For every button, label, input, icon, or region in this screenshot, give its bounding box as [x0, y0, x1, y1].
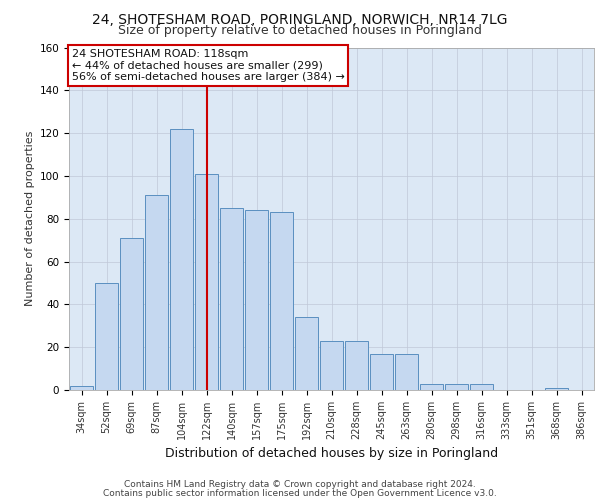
Bar	[70, 386, 94, 390]
Bar	[545, 388, 568, 390]
Text: Size of property relative to detached houses in Poringland: Size of property relative to detached ho…	[118, 24, 482, 37]
Bar	[395, 354, 418, 390]
Bar	[370, 354, 394, 390]
Bar	[119, 238, 143, 390]
X-axis label: Distribution of detached houses by size in Poringland: Distribution of detached houses by size …	[165, 448, 498, 460]
Bar	[145, 195, 169, 390]
Bar	[445, 384, 469, 390]
Bar	[269, 212, 293, 390]
Bar	[95, 283, 118, 390]
Y-axis label: Number of detached properties: Number of detached properties	[25, 131, 35, 306]
Text: 24 SHOTESHAM ROAD: 118sqm
← 44% of detached houses are smaller (299)
56% of semi: 24 SHOTESHAM ROAD: 118sqm ← 44% of detac…	[71, 49, 344, 82]
Text: Contains public sector information licensed under the Open Government Licence v3: Contains public sector information licen…	[103, 488, 497, 498]
Text: 24, SHOTESHAM ROAD, PORINGLAND, NORWICH, NR14 7LG: 24, SHOTESHAM ROAD, PORINGLAND, NORWICH,…	[92, 12, 508, 26]
Bar	[320, 341, 343, 390]
Bar	[344, 341, 368, 390]
Bar	[170, 129, 193, 390]
Bar	[295, 317, 319, 390]
Bar	[419, 384, 443, 390]
Text: Contains HM Land Registry data © Crown copyright and database right 2024.: Contains HM Land Registry data © Crown c…	[124, 480, 476, 489]
Bar	[470, 384, 493, 390]
Bar	[194, 174, 218, 390]
Bar	[220, 208, 244, 390]
Bar	[245, 210, 268, 390]
